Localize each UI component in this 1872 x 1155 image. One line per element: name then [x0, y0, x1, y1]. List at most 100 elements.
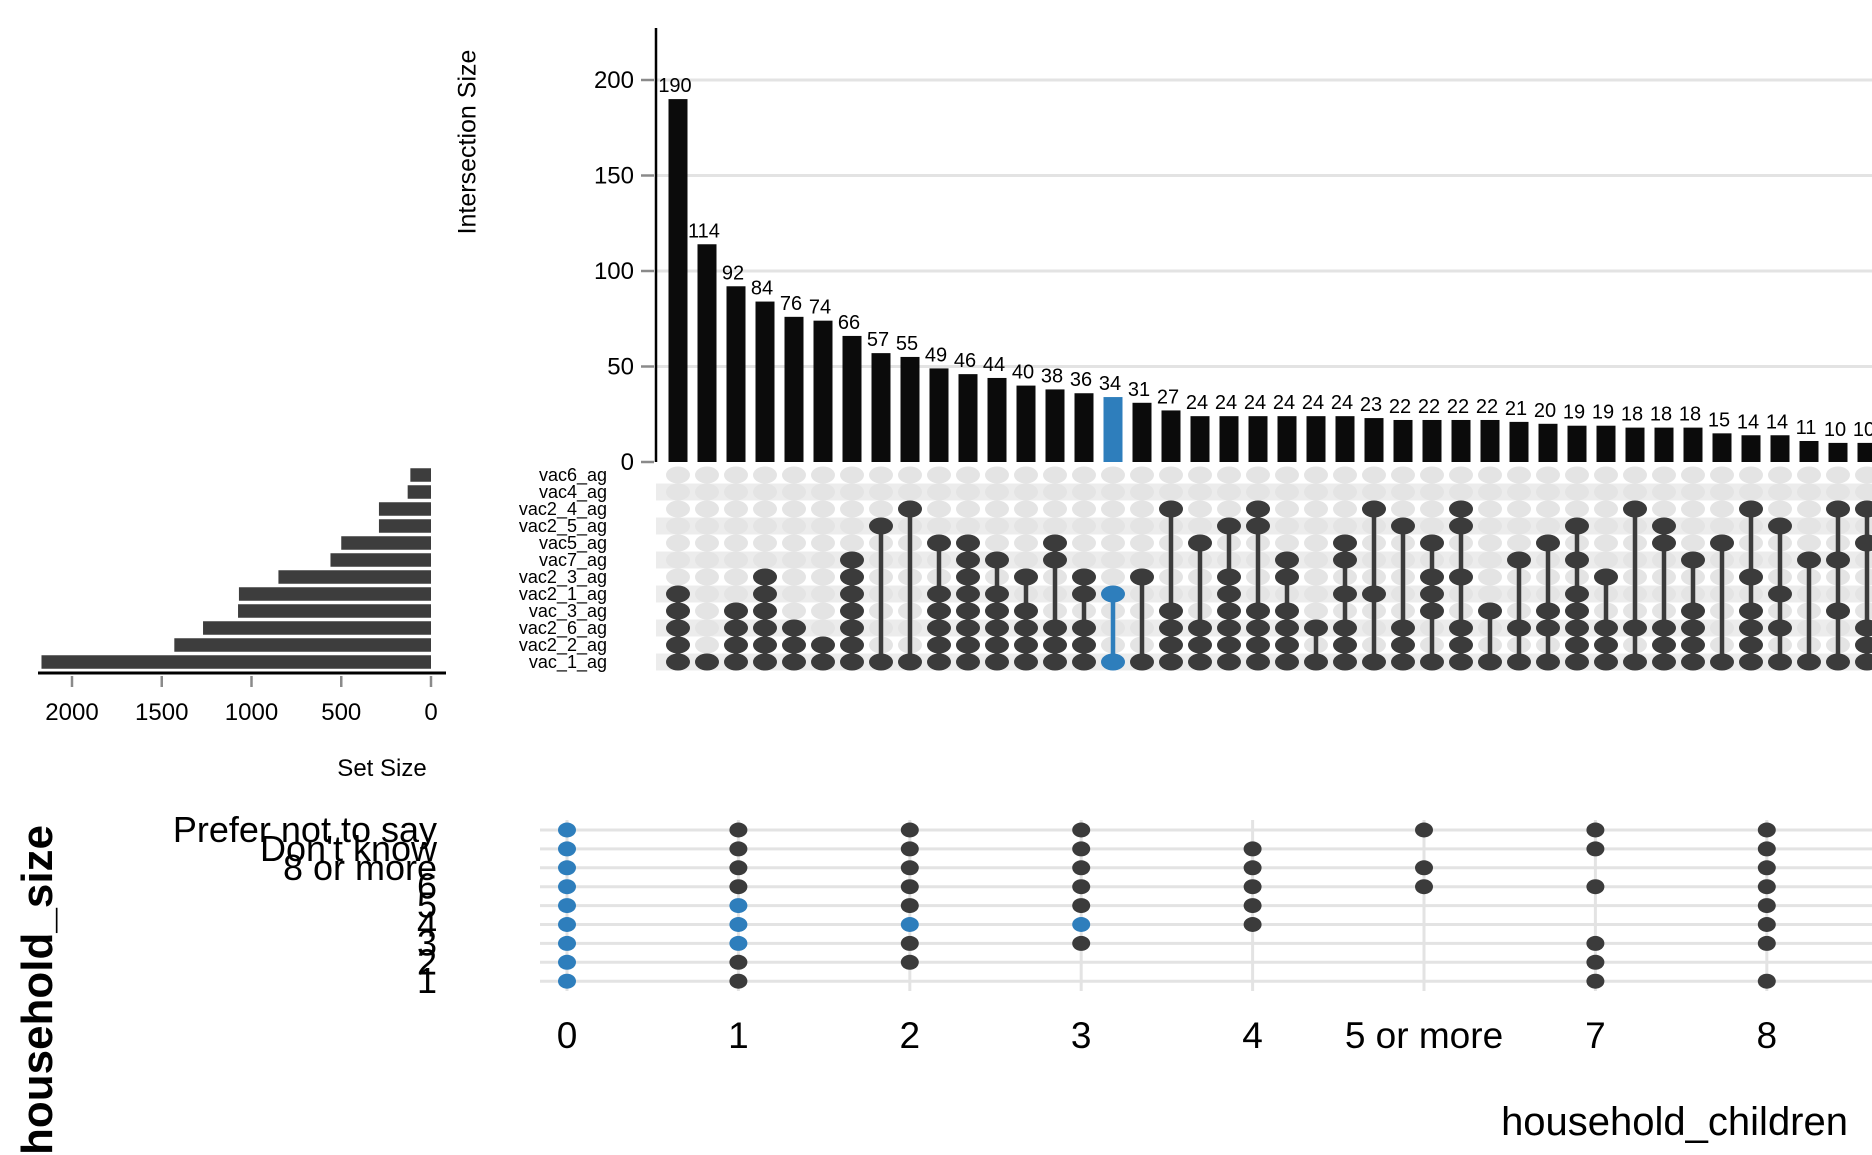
matrix-dot-active — [869, 518, 893, 535]
matrix-dot-inactive — [927, 518, 951, 535]
matrix-dot-inactive — [1623, 467, 1647, 484]
matrix-dot-active — [1391, 654, 1415, 671]
matrix-dot-inactive — [1710, 484, 1734, 501]
intersection-bar-value-label: 11 — [1796, 417, 1817, 439]
scatter-x-tick-label: 8 — [1757, 1015, 1778, 1056]
matrix-dot-inactive — [695, 603, 719, 620]
matrix-dot-inactive — [1130, 467, 1154, 484]
matrix-dot-inactive — [1275, 467, 1299, 484]
matrix-dot-active — [1246, 620, 1270, 637]
matrix-dot-active — [1739, 569, 1763, 586]
matrix-dot-inactive — [1478, 569, 1502, 586]
matrix-dot-inactive — [927, 467, 951, 484]
matrix-dot-inactive — [898, 467, 922, 484]
matrix-dot-active — [1362, 586, 1386, 603]
matrix-dot-inactive — [1826, 467, 1850, 484]
matrix-dot-active — [1420, 535, 1444, 552]
matrix-dot-active — [1449, 654, 1473, 671]
matrix-dot-active — [1710, 535, 1734, 552]
matrix-dot-active — [985, 552, 1009, 569]
scatter-dot — [1415, 879, 1433, 894]
matrix-dot-inactive — [1565, 484, 1589, 501]
intersection-bar — [1307, 416, 1326, 462]
scatter-dot — [1072, 898, 1090, 913]
matrix-dot-inactive — [1217, 501, 1241, 518]
matrix-dot-inactive — [1565, 467, 1589, 484]
matrix-dot-inactive — [666, 552, 690, 569]
matrix-dot-active — [1826, 654, 1850, 671]
scatter-dot-highlighted — [558, 955, 576, 970]
matrix-dot-active — [1768, 654, 1792, 671]
matrix-dot-inactive — [1420, 484, 1444, 501]
matrix-dot-active — [1014, 637, 1038, 654]
scatter-dot — [729, 823, 747, 838]
matrix-dot-active — [1855, 501, 1872, 518]
matrix-dot-inactive — [1014, 552, 1038, 569]
set-size-axis-title: Set Size — [337, 755, 426, 783]
matrix-dot-inactive — [782, 586, 806, 603]
intersection-bar-value-label: 22 — [1418, 396, 1440, 418]
matrix-dot-active — [1043, 535, 1067, 552]
matrix-dot-active — [1739, 603, 1763, 620]
matrix-dot-active — [927, 654, 951, 671]
scatter-dot — [1586, 974, 1604, 989]
matrix-dot-inactive — [1072, 467, 1096, 484]
intersection-bar — [1220, 416, 1239, 462]
intersection-y-tick-label: 100 — [594, 258, 634, 285]
matrix-dot-inactive — [1275, 501, 1299, 518]
matrix-dot-inactive — [1420, 501, 1444, 518]
matrix-dot-inactive — [869, 467, 893, 484]
matrix-dot-inactive — [811, 569, 835, 586]
matrix-dot-inactive — [927, 501, 951, 518]
matrix-dot-inactive — [811, 518, 835, 535]
matrix-dot-inactive — [1014, 535, 1038, 552]
matrix-dot-inactive — [840, 467, 864, 484]
matrix-dot-active — [1275, 637, 1299, 654]
matrix-dot-inactive — [956, 501, 980, 518]
matrix-dot-inactive — [1188, 467, 1212, 484]
matrix-dot-inactive — [1101, 569, 1125, 586]
matrix-dot-inactive — [666, 484, 690, 501]
matrix-dot-active — [1246, 603, 1270, 620]
matrix-dot-inactive — [724, 586, 748, 603]
matrix-dot-active — [927, 603, 951, 620]
intersection-bar-value-label: 10 — [1853, 419, 1872, 441]
matrix-dot-active — [956, 637, 980, 654]
matrix-dot-active — [1681, 552, 1705, 569]
scatter-dot — [1072, 841, 1090, 856]
matrix-dot-inactive — [840, 535, 864, 552]
matrix-dot-inactive — [1652, 467, 1676, 484]
matrix-dot-active — [927, 535, 951, 552]
matrix-dot-active — [1507, 552, 1531, 569]
matrix-dot-inactive — [1043, 501, 1067, 518]
matrix-dot-active — [1681, 654, 1705, 671]
matrix-set-label: vac_1_ag — [529, 652, 607, 673]
matrix-dot-active — [956, 654, 980, 671]
intersection-bar-value-label: 10 — [1824, 419, 1846, 441]
matrix-dot-active — [1333, 654, 1357, 671]
matrix-dot-inactive — [985, 467, 1009, 484]
intersection-bar — [959, 374, 978, 462]
matrix-dot-active — [1246, 654, 1270, 671]
matrix-dot-active — [1014, 569, 1038, 586]
matrix-dot-active — [1420, 569, 1444, 586]
intersection-bar — [785, 317, 804, 462]
matrix-dot-active — [956, 603, 980, 620]
matrix-dot-active — [1594, 637, 1618, 654]
matrix-dot-inactive — [1101, 535, 1125, 552]
matrix-dot-inactive — [811, 552, 835, 569]
matrix-dot-inactive — [782, 552, 806, 569]
matrix-dot-inactive — [840, 484, 864, 501]
matrix-dot-inactive — [1449, 467, 1473, 484]
matrix-dot-active — [898, 501, 922, 518]
scatter-dot — [729, 879, 747, 894]
intersection-bar — [1742, 435, 1761, 462]
matrix-dot-active — [1739, 620, 1763, 637]
matrix-dot-inactive — [782, 518, 806, 535]
matrix-dot-inactive — [1681, 501, 1705, 518]
set-size-bar — [239, 587, 431, 601]
matrix-dot-active — [1478, 654, 1502, 671]
matrix-dot-inactive — [1014, 518, 1038, 535]
matrix-dot-inactive — [1478, 552, 1502, 569]
scatter-x-tick-label: 7 — [1585, 1015, 1606, 1056]
